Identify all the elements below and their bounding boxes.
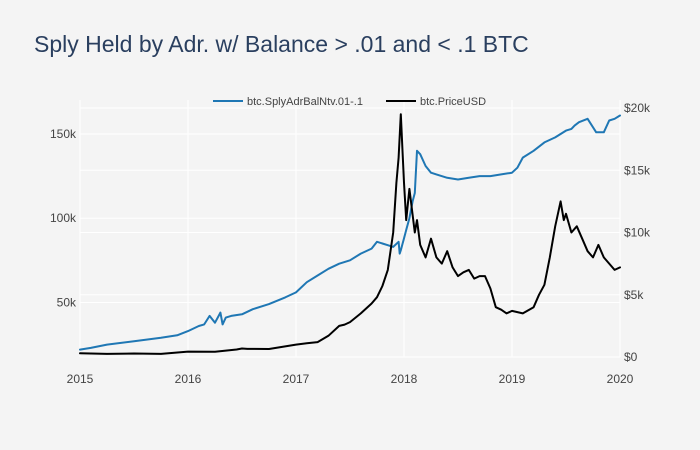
y-right-tick-label: $10k bbox=[624, 226, 651, 240]
y-left-tick-label: 150k bbox=[50, 127, 77, 141]
y-left-tick-label: 100k bbox=[50, 211, 77, 225]
x-tick-label: 2016 bbox=[175, 372, 202, 386]
series-line-supply bbox=[79, 114, 621, 351]
y-left-axis: 50k 100k 150k bbox=[50, 127, 77, 309]
legend[interactable]: btc.SplyAdrBalNtv.01-.1 btc.PriceUSD bbox=[213, 96, 486, 108]
x-tick-label: 2018 bbox=[391, 372, 418, 386]
y-right-tick-label: $15k bbox=[624, 163, 651, 177]
x-axis: 2015 2016 2017 2018 2019 2020 bbox=[67, 372, 634, 386]
y-right-axis: $0 $5k $10k $15k $20k bbox=[624, 101, 651, 364]
y-right-tick-label: $20k bbox=[624, 101, 651, 115]
grid-layer bbox=[79, 100, 621, 358]
y-right-tick-label: $5k bbox=[624, 288, 644, 302]
legend-label-supply[interactable]: btc.SplyAdrBalNtv.01-.1 bbox=[247, 96, 363, 108]
series-layer bbox=[79, 113, 621, 355]
x-tick-label: 2020 bbox=[607, 372, 634, 386]
legend-label-price[interactable]: btc.PriceUSD bbox=[420, 96, 486, 108]
y-right-tick-label: $0 bbox=[624, 350, 638, 364]
series-line-price bbox=[79, 113, 621, 355]
x-tick-label: 2017 bbox=[283, 372, 310, 386]
chart-title: Sply Held by Adr. w/ Balance > .01 and <… bbox=[34, 31, 529, 57]
x-tick-label: 2019 bbox=[499, 372, 526, 386]
x-tick-label: 2015 bbox=[67, 372, 94, 386]
y-left-tick-label: 50k bbox=[57, 295, 77, 309]
